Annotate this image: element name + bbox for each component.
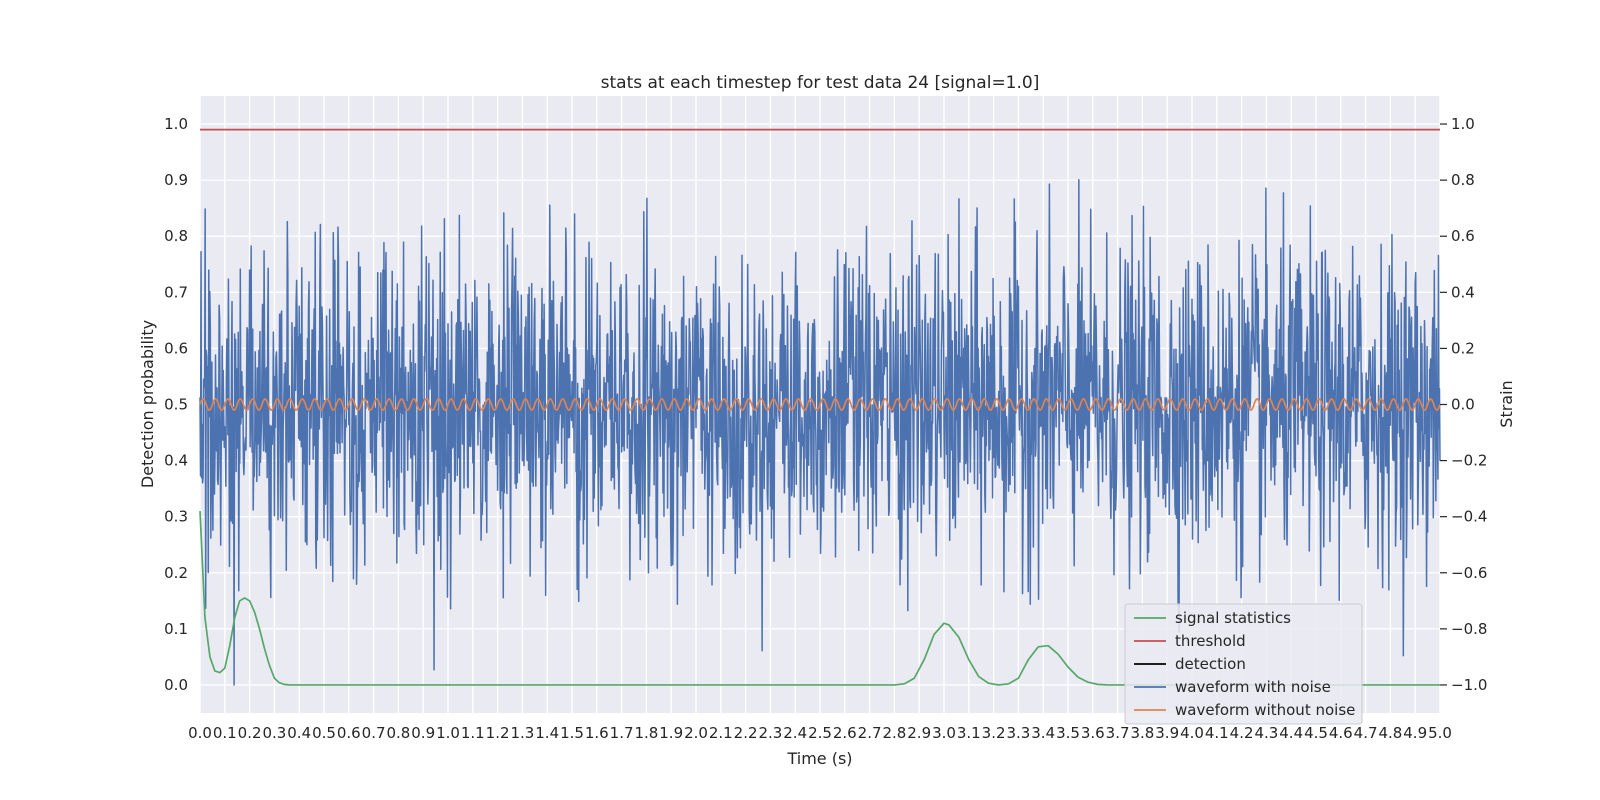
- x-tick-label: 3.5: [1056, 724, 1080, 742]
- x-tick-label: 0.8: [386, 724, 410, 742]
- x-tick-label: 4.6: [1329, 724, 1353, 742]
- x-tick-label: 0.9: [411, 724, 435, 742]
- x-tick-label: 4.1: [1205, 724, 1229, 742]
- x-tick-label: 2.4: [783, 724, 807, 742]
- x-tick-label: 2.1: [709, 724, 733, 742]
- x-tick-label: 5.0: [1428, 724, 1452, 742]
- x-tick-label: 3.3: [1006, 724, 1030, 742]
- x-tick-label: 1.6: [585, 724, 609, 742]
- y2-tick-label: −0.4: [1451, 508, 1487, 526]
- y-tick-label: 0.0: [164, 676, 188, 694]
- y2-tick-label: 0.0: [1451, 396, 1475, 414]
- tick-layer: 0.0 0.1 0.2 0.3 0.4 0.5 0.6 0.7 0.8 0.9 1.0 1.1 1.2 1…: [164, 115, 1487, 742]
- x-tick-label: 4.7: [1354, 724, 1378, 742]
- x-tick-label: 1.7: [610, 724, 634, 742]
- y-axis-label: Detection probability: [138, 320, 157, 488]
- y2-tick-label: −0.8: [1451, 620, 1487, 638]
- x-tick-label: 2.7: [858, 724, 882, 742]
- x-tick-label: 3.9: [1155, 724, 1179, 742]
- legend-entry: waveform with noise: [1175, 678, 1331, 696]
- y-tick-label: 0.9: [164, 171, 188, 189]
- y-tick-label: 0.7: [164, 283, 188, 301]
- y2-tick-label: −0.6: [1451, 564, 1487, 582]
- x-tick-label: 3.1: [957, 724, 981, 742]
- y-tick-label: 0.3: [164, 508, 188, 526]
- x-tick-label: 1.1: [461, 724, 485, 742]
- y-tick-label: 0.5: [164, 396, 188, 414]
- x-tick-label: 1.0: [436, 724, 460, 742]
- series-layer: [199, 128, 1441, 686]
- x-tick-label: 2.8: [882, 724, 906, 742]
- x-tick-label: 0.4: [287, 724, 311, 742]
- legend-box: [1124, 603, 1363, 725]
- y-tick-label: 0.2: [164, 564, 188, 582]
- x-tick-label: 1.2: [486, 724, 510, 742]
- legend-entry: threshold: [1175, 632, 1246, 650]
- x-tick-label: 3.6: [1081, 724, 1105, 742]
- y-tick-label: 0.1: [164, 620, 188, 638]
- series-line-waveform-without-noise: [199, 398, 1441, 411]
- y-tick-label: 0.4: [164, 452, 188, 470]
- y2-tick-label: 0.2: [1451, 339, 1475, 357]
- x-tick-label: 3.0: [932, 724, 956, 742]
- x-tick-label: 3.8: [1130, 724, 1154, 742]
- x-tick-label: 2.2: [734, 724, 758, 742]
- x-tick-label: 2.3: [758, 724, 782, 742]
- x-tick-label: 4.5: [1304, 724, 1328, 742]
- x-tick-label: 3.2: [982, 724, 1006, 742]
- legend-entry: signal statistics: [1175, 609, 1291, 627]
- y2-tick-label: −0.2: [1451, 452, 1487, 470]
- chart-title: stats at each timestep for test data 24 …: [601, 73, 1040, 93]
- y-tick-label: 1.0: [164, 115, 188, 133]
- x-tick-label: 1.4: [535, 724, 559, 742]
- x-tick-label: 4.2: [1230, 724, 1254, 742]
- x-tick-label: 4.8: [1378, 724, 1402, 742]
- x-tick-label: 1.8: [634, 724, 658, 742]
- y2-tick-label: 0.6: [1451, 227, 1475, 245]
- y-tick-label: 0.6: [164, 339, 188, 357]
- y2-tick-label: 1.0: [1451, 115, 1475, 133]
- y2-tick-label: −1.0: [1451, 676, 1487, 694]
- x-tick-label: 3.7: [1106, 724, 1130, 742]
- x-tick-label: 2.6: [833, 724, 857, 742]
- x-tick-label: 2.0: [684, 724, 708, 742]
- x-tick-label: 1.3: [510, 724, 534, 742]
- y-tick-label: 0.8: [164, 227, 188, 245]
- legend-entry: waveform without noise: [1175, 701, 1355, 719]
- x-tick-label: 4.0: [1180, 724, 1204, 742]
- x-tick-label: 3.4: [1031, 724, 1055, 742]
- series-line-signal-statistics: [199, 511, 1440, 686]
- x-tick-label: 0.6: [337, 724, 361, 742]
- y2-tick-label: 0.8: [1451, 171, 1475, 189]
- x-tick-label: 4.9: [1403, 724, 1427, 742]
- x-tick-label: 0.3: [262, 724, 286, 742]
- x-tick-label: 4.4: [1279, 724, 1303, 742]
- x-axis-label: Time (s): [786, 749, 852, 768]
- x-tick-label: 0.0: [188, 724, 212, 742]
- y2-tick-label: 0.4: [1451, 283, 1475, 301]
- x-tick-label: 1.5: [560, 724, 584, 742]
- legend: signal statistics threshold detection wavef…: [1124, 603, 1363, 725]
- x-tick-label: 0.2: [238, 724, 262, 742]
- x-tick-label: 2.9: [907, 724, 931, 742]
- x-tick-label: 0.1: [213, 724, 237, 742]
- y2-axis-label: Strain: [1497, 380, 1516, 427]
- x-tick-label: 0.7: [362, 724, 386, 742]
- x-tick-label: 4.3: [1254, 724, 1278, 742]
- x-tick-label: 0.5: [312, 724, 336, 742]
- x-tick-label: 1.9: [659, 724, 683, 742]
- x-tick-label: 2.5: [808, 724, 832, 742]
- legend-entry: detection: [1175, 655, 1246, 673]
